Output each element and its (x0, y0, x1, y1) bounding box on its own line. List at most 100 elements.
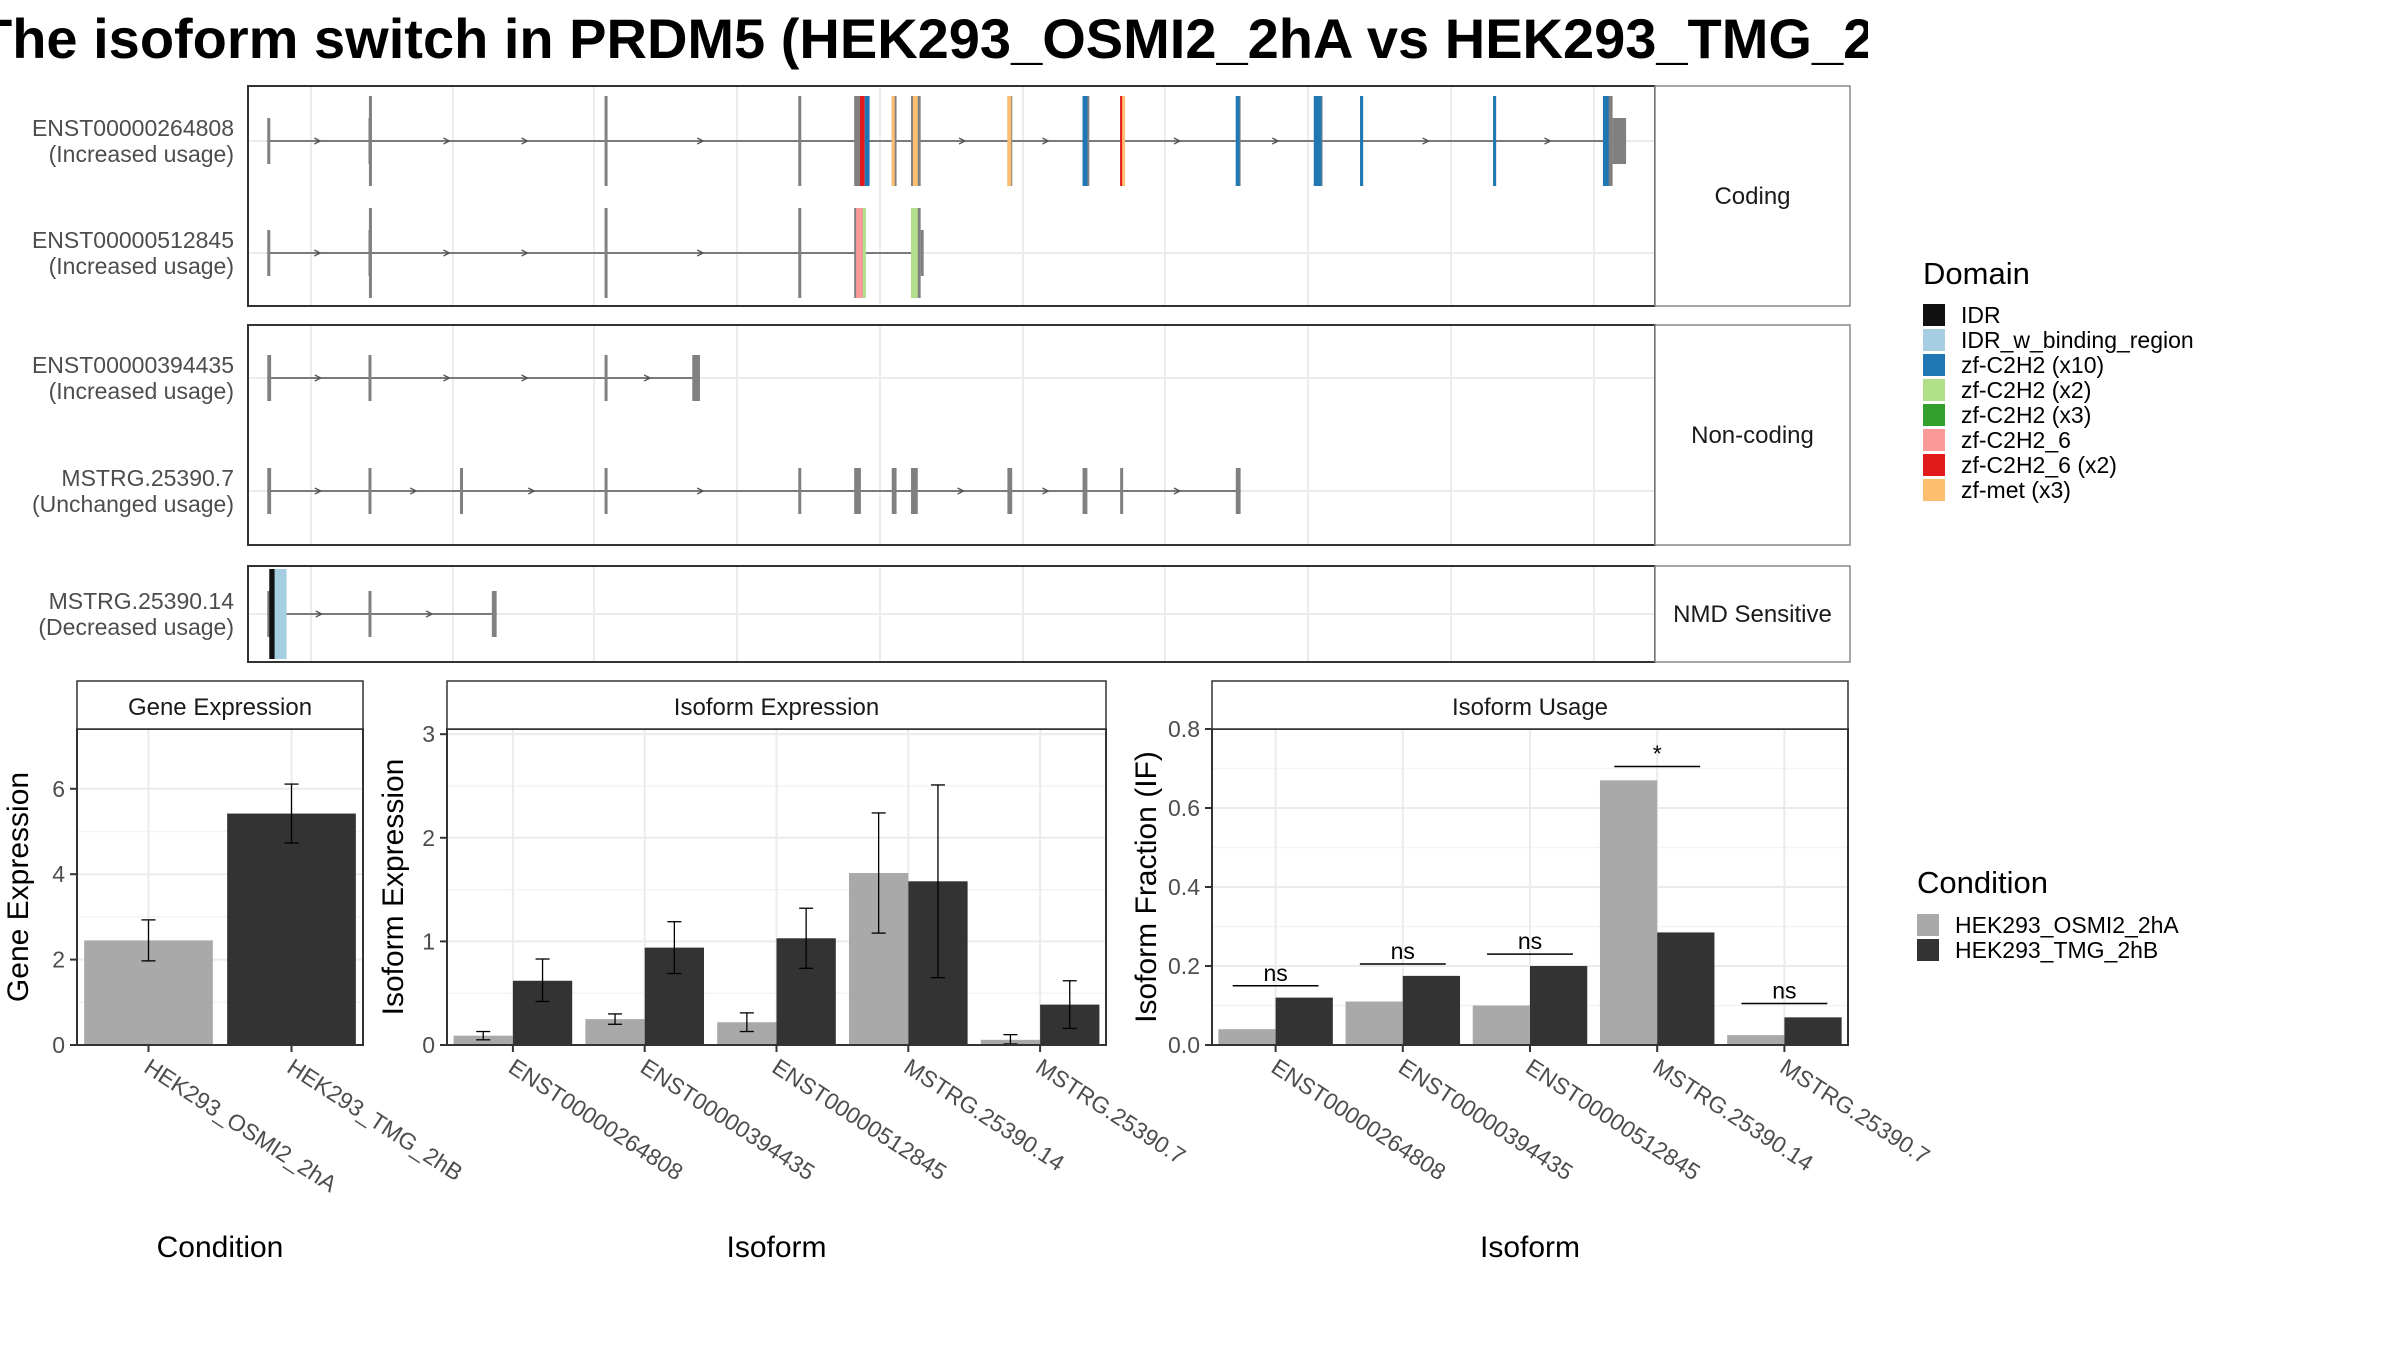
intron-arrow (957, 487, 966, 495)
intron-arrow (1173, 487, 1182, 495)
intron-arrow (1042, 137, 1050, 145)
exon-block (604, 96, 608, 186)
chart-y-tick-label: 0.4 (1168, 874, 1200, 900)
intron-arrow (1042, 487, 1050, 495)
domain-legend-label: IDR_w_binding_region (1961, 327, 2194, 353)
chart-y-tick-label: 3 (422, 721, 435, 747)
exon-block (604, 468, 608, 514)
exon-block (267, 230, 271, 276)
domain-legend-label: zf-C2H2_6 (1961, 427, 2071, 453)
exon-block (1007, 468, 1013, 514)
intron-arrow (425, 610, 434, 618)
chart-y-tick-label: 1 (422, 928, 435, 954)
structure-panel-bg (248, 86, 1655, 306)
domain-block (1082, 96, 1088, 186)
exon-block (368, 468, 372, 514)
exon-block (891, 468, 897, 514)
exon-block (460, 468, 464, 514)
domain-block (864, 96, 870, 186)
domain-block (1122, 96, 1126, 186)
significance-label: ns (1263, 960, 1287, 986)
intron-arrow (314, 374, 323, 382)
intron-arrow (1422, 137, 1431, 145)
exon-block (267, 118, 271, 164)
domain-block (1493, 96, 1497, 186)
significance-label: * (1653, 741, 1662, 767)
chart-y-axis-label: Gene Expression (2, 772, 35, 1002)
page-title-text: The isoform switch in PRDM5 (HEK293_OSMI… (0, 7, 1868, 70)
domain-legend-swatch (1923, 304, 1945, 326)
significance-label: ns (1772, 978, 1796, 1004)
transcript-id-label: MSTRG.25390.7 (61, 465, 234, 491)
domain-legend-label: zf-C2H2_6 (x2) (1961, 452, 2117, 478)
structure-strip (1654, 565, 1851, 663)
intron-arrow (314, 137, 322, 145)
domain-legend-label: zf-C2H2 (x2) (1961, 377, 2091, 403)
domain-legend-swatch (1923, 329, 1945, 351)
exon-block (692, 355, 700, 401)
chart-title-strip (76, 680, 364, 730)
condition-legend-swatch (1917, 914, 1939, 936)
exon-block (1120, 468, 1124, 514)
condition-legend-label: HEK293_TMG_2hB (1955, 937, 2158, 963)
condition-legend-swatch (1917, 939, 1939, 961)
transcript-usage-label: (Increased usage) (49, 378, 234, 404)
chart-title-strip (446, 680, 1107, 730)
transcript-id-label: ENST00000512845 (32, 227, 234, 253)
bar (717, 1022, 777, 1045)
intron-arrow (409, 487, 418, 495)
structure-strip-label: Non-coding (1691, 422, 1814, 449)
chart-y-tick-label: 0.6 (1168, 795, 1200, 821)
chart-y-tick-label: 0 (422, 1032, 435, 1058)
exon-block (1082, 468, 1088, 514)
page-title: The isoform switch in PRDM5 (HEK293_OSMI… (0, 0, 1868, 78)
domain-block-idr (269, 569, 278, 659)
exon-block (368, 591, 372, 637)
domain-block (1313, 96, 1322, 186)
bar (1472, 1005, 1530, 1045)
domain-legend-swatch (1923, 379, 1945, 401)
domain-legend-swatch (1923, 404, 1945, 426)
exon-block (911, 468, 918, 514)
exon-block (798, 468, 802, 514)
domain-block (1235, 96, 1240, 186)
chart-title-strip (1211, 680, 1849, 730)
exon-block (368, 96, 372, 186)
domain-block (856, 208, 863, 298)
exon-block (491, 591, 497, 637)
chart-x-axis-label: Isoform (726, 1231, 826, 1264)
chart-title: Gene Expression (128, 694, 312, 721)
bar (1599, 780, 1658, 1045)
bar (1657, 932, 1715, 1045)
exon-block (604, 355, 608, 401)
exon-block (368, 208, 372, 298)
chart-y-axis-label: Isoform Expression (377, 759, 410, 1016)
chart-title: Isoform Expression (674, 694, 879, 721)
transcript-id-label: ENST00000394435 (32, 352, 234, 378)
chart-y-tick-label: 6 (52, 776, 65, 802)
intron-arrow (314, 249, 322, 257)
condition-legend-label: HEK293_OSMI2_2hA (1955, 912, 2179, 938)
chart-y-tick-label: 0.0 (1168, 1032, 1200, 1058)
exon-block (798, 208, 802, 298)
exon-block (920, 230, 924, 276)
domain-block (1602, 96, 1609, 186)
domain-block (862, 208, 866, 298)
domain-legend-label: zf-C2H2 (x3) (1961, 402, 2091, 428)
intron-arrow (1544, 137, 1552, 145)
significance-label: ns (1391, 938, 1415, 964)
chart-y-axis-label: Isoform Fraction (IF) (1130, 751, 1163, 1023)
chart-y-tick-label: 2 (422, 825, 435, 851)
exon-block (267, 355, 272, 401)
intron-arrow (315, 610, 324, 618)
intron-arrow (696, 249, 705, 257)
intron-arrow (443, 249, 451, 257)
intron-arrow (521, 249, 529, 257)
domain-legend-swatch (1923, 354, 1945, 376)
intron-arrow (643, 374, 652, 382)
domain-block (859, 96, 865, 186)
bar (1727, 1035, 1785, 1045)
bar (1218, 1029, 1276, 1045)
intron-arrow (521, 137, 529, 145)
